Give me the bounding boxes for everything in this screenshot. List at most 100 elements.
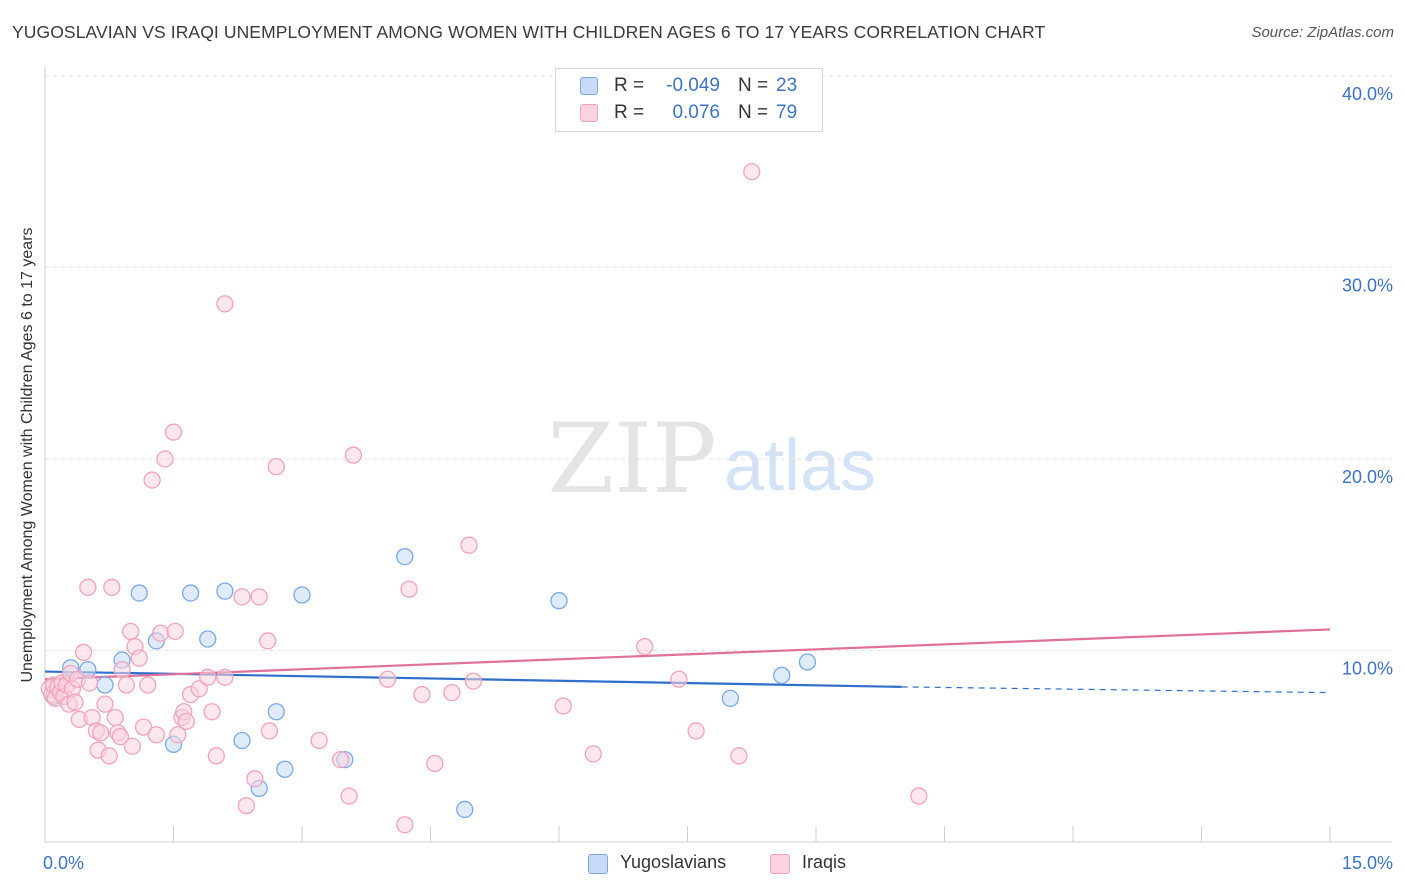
- point-yugoslavians: [293, 586, 311, 604]
- y-tick-label: 40.0%: [1342, 84, 1393, 104]
- point-iraqis: [233, 588, 251, 606]
- point-yugoslavians: [267, 703, 285, 721]
- x-tick-label: 15.0%: [1342, 853, 1393, 873]
- point-iraqis: [199, 668, 217, 686]
- point-iraqis: [246, 770, 264, 788]
- point-iraqis: [396, 816, 414, 834]
- legend-r-value: 0.076: [672, 102, 720, 123]
- y-axis-label: Unemployment Among Women with Children A…: [19, 227, 36, 683]
- point-yugoslavians: [721, 689, 739, 708]
- source-credit: Source: ZipAtlas.com: [1251, 24, 1394, 41]
- point-iraqis: [340, 787, 358, 805]
- point-yugoslavians: [181, 584, 200, 602]
- legend-n-value: 23: [776, 75, 798, 96]
- point-iraqis: [400, 580, 418, 598]
- point-iraqis: [113, 661, 131, 679]
- legend-n-label: N =: [738, 102, 769, 123]
- point-yugoslavians: [276, 760, 294, 778]
- point-iraqis: [147, 726, 166, 744]
- legend-swatch-iraqis: [770, 854, 790, 874]
- legend-r-value: -0.049: [666, 75, 720, 96]
- point-iraqis: [190, 680, 208, 698]
- point-iraqis: [123, 737, 142, 755]
- point-iraqis: [164, 423, 183, 441]
- point-iraqis: [250, 588, 268, 606]
- point-iraqis: [92, 724, 110, 742]
- point-iraqis: [460, 536, 478, 554]
- point-iraqis: [177, 712, 196, 731]
- point-iraqis: [636, 638, 654, 656]
- point-iraqis: [743, 163, 761, 181]
- point-iraqis: [584, 745, 602, 763]
- y-tick-label: 10.0%: [1342, 659, 1393, 679]
- point-yugoslavians: [798, 653, 817, 671]
- point-iraqis: [426, 754, 444, 773]
- legend-swatch-yugoslavians: [588, 854, 608, 874]
- point-iraqis: [379, 670, 397, 688]
- legend-n-value: 79: [776, 102, 798, 123]
- point-yugoslavians: [130, 584, 148, 602]
- point-yugoslavians: [216, 582, 234, 600]
- point-iraqis: [216, 295, 234, 313]
- point-iraqis: [260, 722, 279, 740]
- trend-line-iraqis: [44, 628, 1331, 681]
- legend-swatch-yugoslavians: [580, 77, 598, 95]
- point-iraqis: [207, 747, 225, 765]
- series-legend: Yugoslavians Iraqis: [0, 852, 1406, 878]
- x-tick-label: 0.0%: [43, 853, 84, 873]
- point-iraqis: [730, 747, 748, 765]
- point-iraqis: [670, 670, 688, 688]
- point-iraqis: [130, 649, 148, 667]
- point-iraqis: [151, 624, 170, 642]
- point-iraqis: [79, 578, 97, 596]
- point-iraqis: [331, 751, 350, 769]
- point-iraqis: [687, 722, 705, 740]
- legend-n-label: N =: [738, 75, 769, 96]
- point-iraqis: [134, 718, 153, 736]
- point-iraqis: [464, 672, 482, 690]
- point-yugoslavians: [550, 592, 568, 610]
- point-iraqis: [74, 643, 93, 662]
- point-iraqis: [66, 693, 84, 711]
- correlation-legend: R = -0.049 N = 23 R = 0.076 N = 79: [555, 68, 823, 132]
- point-iraqis: [106, 708, 124, 727]
- point-iraqis: [443, 683, 461, 702]
- point-yugoslavians: [456, 800, 474, 819]
- point-iraqis: [122, 622, 140, 640]
- point-iraqis: [267, 458, 285, 476]
- point-iraqis: [259, 632, 277, 650]
- point-yugoslavians: [96, 676, 114, 694]
- point-iraqis: [169, 726, 187, 744]
- legend-swatch-iraqis: [580, 104, 598, 122]
- point-iraqis: [554, 697, 572, 715]
- point-yugoslavians: [773, 666, 791, 685]
- point-iraqis: [117, 676, 136, 694]
- point-yugoslavians: [396, 548, 414, 566]
- point-iraqis: [910, 787, 928, 805]
- point-iraqis: [100, 747, 118, 765]
- y-tick-label: 20.0%: [1342, 467, 1393, 487]
- point-iraqis: [143, 471, 161, 489]
- point-iraqis: [203, 703, 221, 721]
- point-iraqis: [166, 622, 184, 640]
- point-iraqis: [103, 578, 121, 596]
- point-iraqis: [96, 695, 114, 713]
- legend-label-yugoslavians: Yugoslavians: [620, 852, 727, 872]
- point-iraqis: [344, 446, 363, 464]
- chart-title: YUGOSLAVIAN VS IRAQI UNEMPLOYMENT AMONG …: [12, 22, 1046, 42]
- point-iraqis: [310, 731, 328, 750]
- point-yugoslavians: [199, 630, 217, 648]
- watermark-atlas: atlas: [724, 426, 876, 506]
- point-yugoslavians: [233, 731, 251, 750]
- point-iraqis: [237, 796, 255, 815]
- legend-r-label: R =: [614, 75, 645, 96]
- legend-r-label: R =: [614, 102, 645, 123]
- legend-label-iraqis: Iraqis: [802, 852, 847, 872]
- point-iraqis: [111, 728, 130, 746]
- point-iraqis: [216, 668, 234, 686]
- y-tick-label: 30.0%: [1342, 276, 1393, 296]
- point-iraqis: [413, 685, 431, 704]
- point-iraqis: [80, 674, 99, 692]
- point-iraqis: [156, 450, 174, 468]
